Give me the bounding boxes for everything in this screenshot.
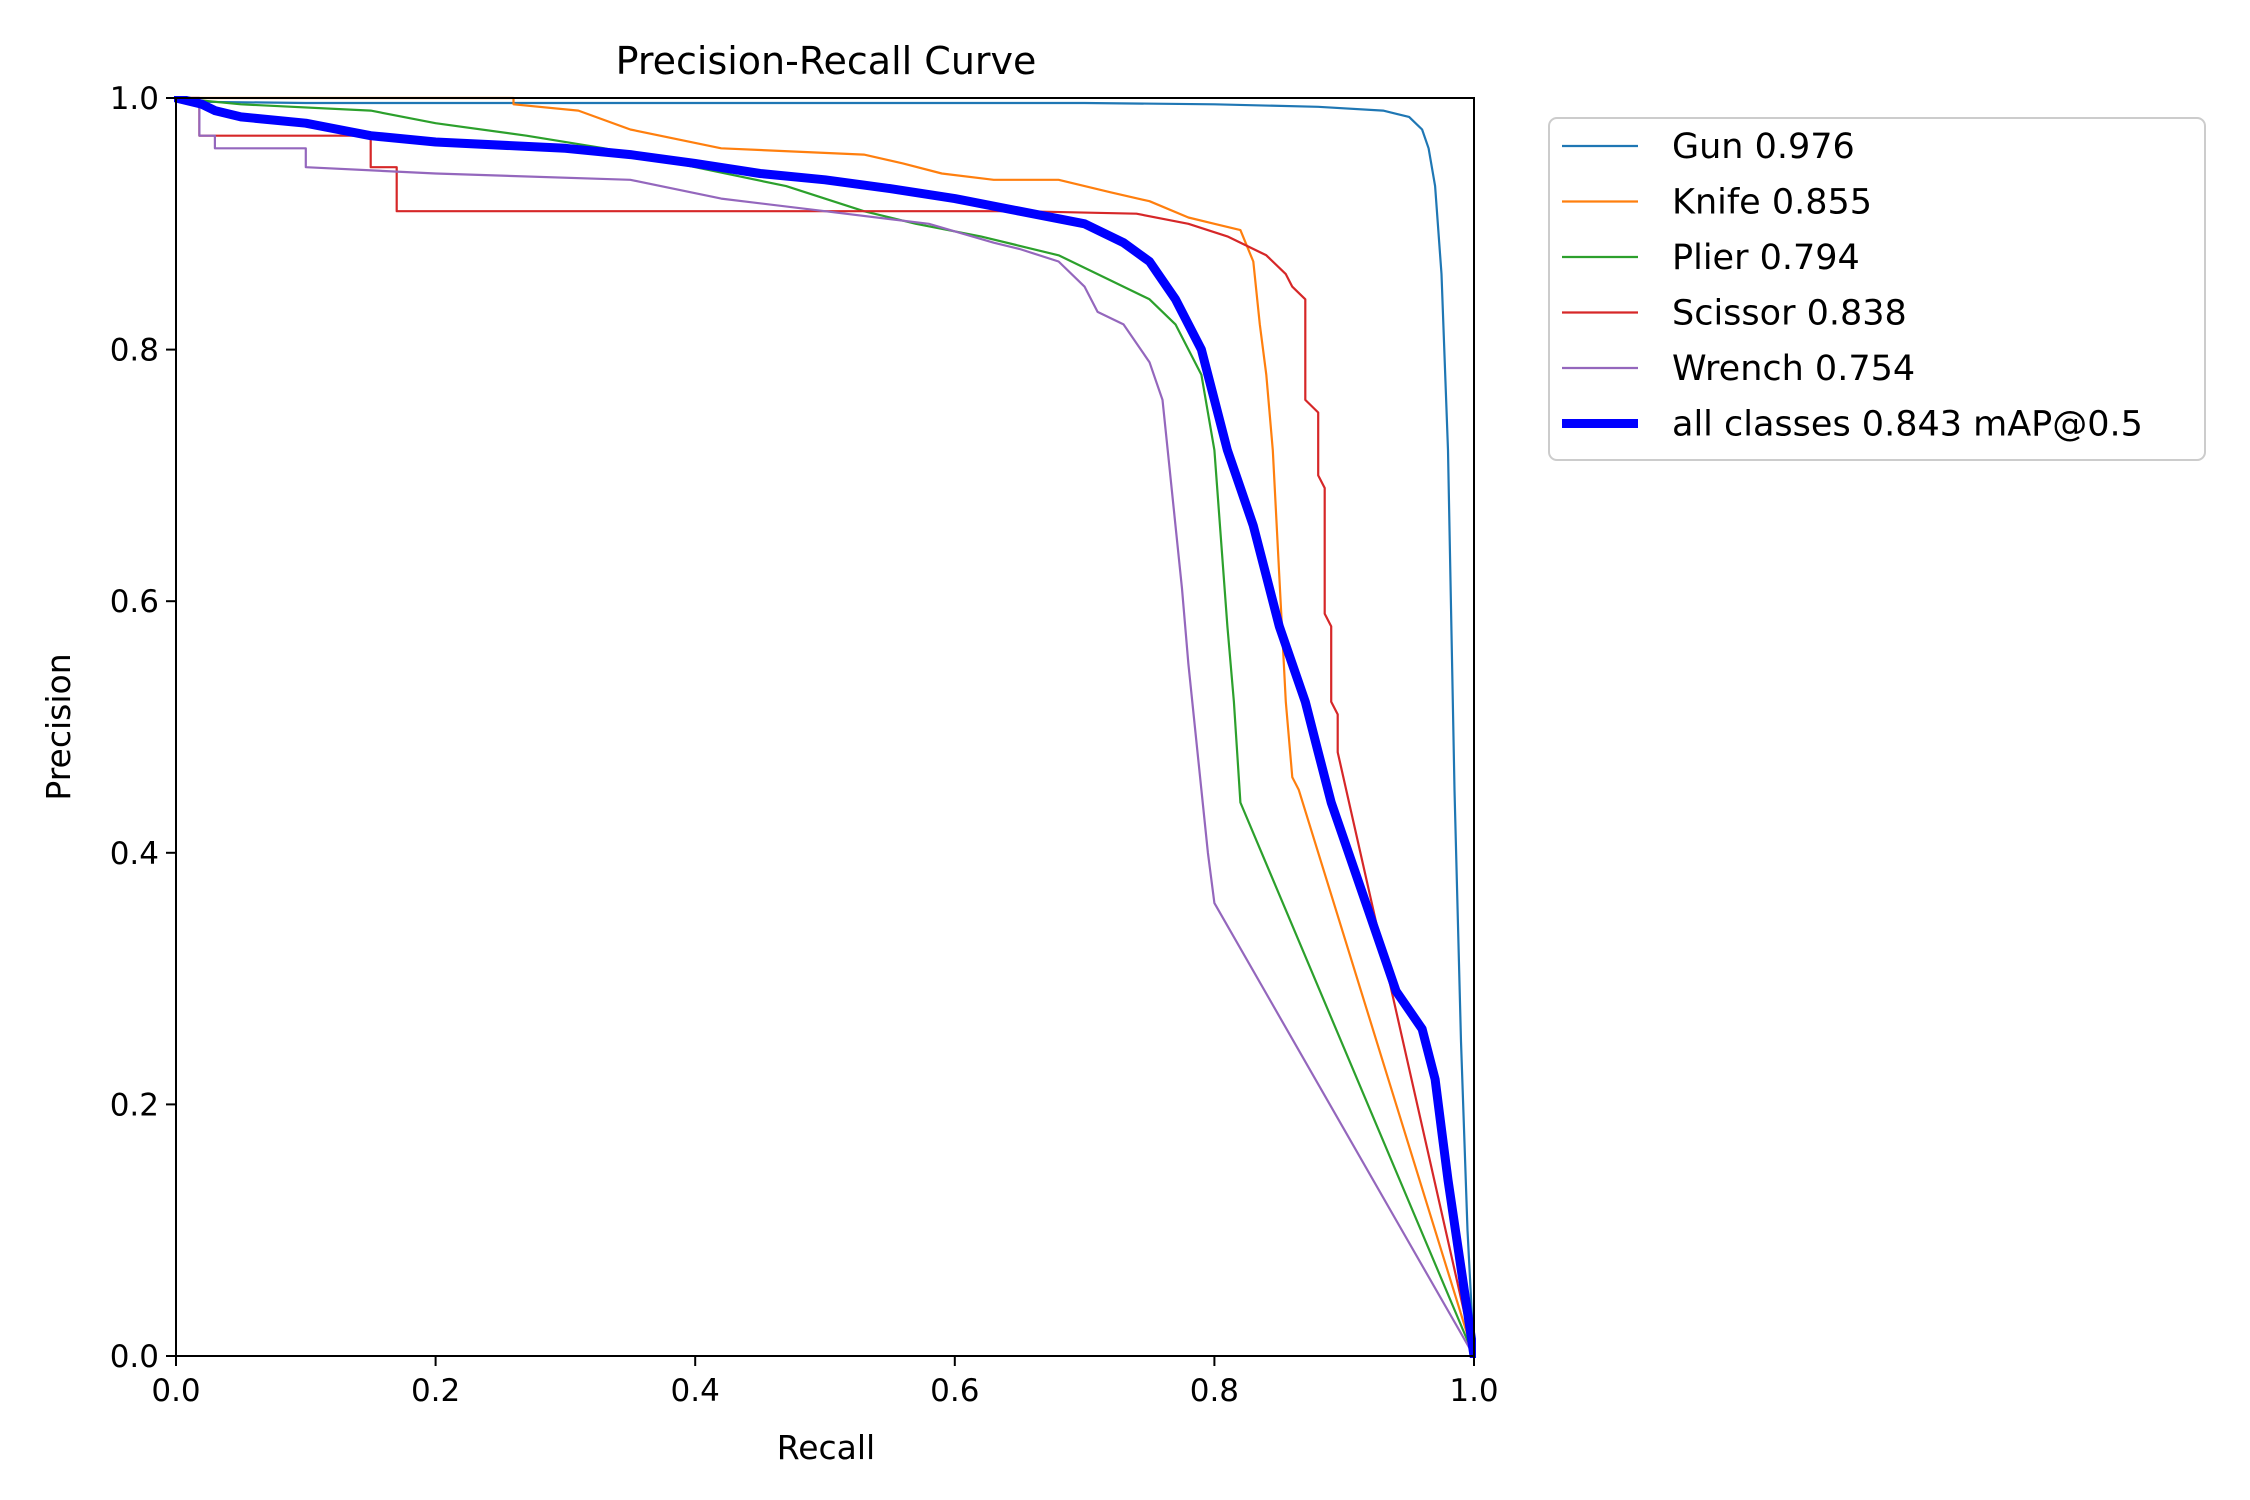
- y-axis-ticks: 0.0 0.2 0.4 0.6 0.8 1.0: [110, 81, 176, 1375]
- y-tick-label: 0.4: [110, 836, 159, 872]
- x-tick-label: 0.6: [930, 1373, 979, 1409]
- y-tick-label: 0.8: [110, 333, 159, 369]
- x-tick-label: 1.0: [1449, 1373, 1498, 1409]
- plot-area: [174, 96, 1476, 1358]
- y-axis-label: Precision: [39, 653, 78, 800]
- series-line-gun: [174, 96, 1476, 1358]
- legend-label-knife: Knife 0.855: [1672, 183, 1872, 223]
- series-layer: [174, 96, 1476, 1358]
- x-tick-label: 0.0: [151, 1373, 200, 1409]
- series-line-knife: [174, 96, 1476, 1358]
- chart-title: Precision-Recall Curve: [616, 39, 1037, 83]
- legend-label-plier: Plier 0.794: [1672, 238, 1860, 278]
- x-tick-label: 0.8: [1190, 1373, 1239, 1409]
- legend-label-gun: Gun 0.976: [1672, 127, 1855, 167]
- legend: Gun 0.976 Knife 0.855 Plier 0.794 Scissor 0…: [1548, 117, 2206, 461]
- series-line-scissor: [174, 96, 1476, 1358]
- legend-label-all-classes: all classes 0.843 mAP@0.5: [1672, 405, 2143, 445]
- legend-label-wrench: Wrench 0.754: [1672, 349, 1915, 389]
- y-tick-label: 0.0: [110, 1339, 159, 1375]
- legend-box: [1548, 117, 2206, 461]
- series-line-all-classes: [174, 96, 1476, 1358]
- y-tick-label: 0.6: [110, 584, 159, 620]
- x-axis-label: Recall: [777, 1428, 875, 1467]
- axes-frame: [175, 97, 1475, 1357]
- legend-label-scissor: Scissor 0.838: [1672, 294, 1907, 334]
- series-line-plier: [174, 96, 1476, 1358]
- x-tick-label: 0.4: [671, 1373, 720, 1409]
- series-line-wrench: [174, 96, 1476, 1358]
- x-tick-label: 0.2: [411, 1373, 460, 1409]
- x-axis-ticks: 0.0 0.2 0.4 0.6 0.8 1.0: [151, 1356, 1499, 1409]
- y-tick-label: 1.0: [110, 81, 159, 117]
- y-tick-label: 0.2: [110, 1087, 159, 1123]
